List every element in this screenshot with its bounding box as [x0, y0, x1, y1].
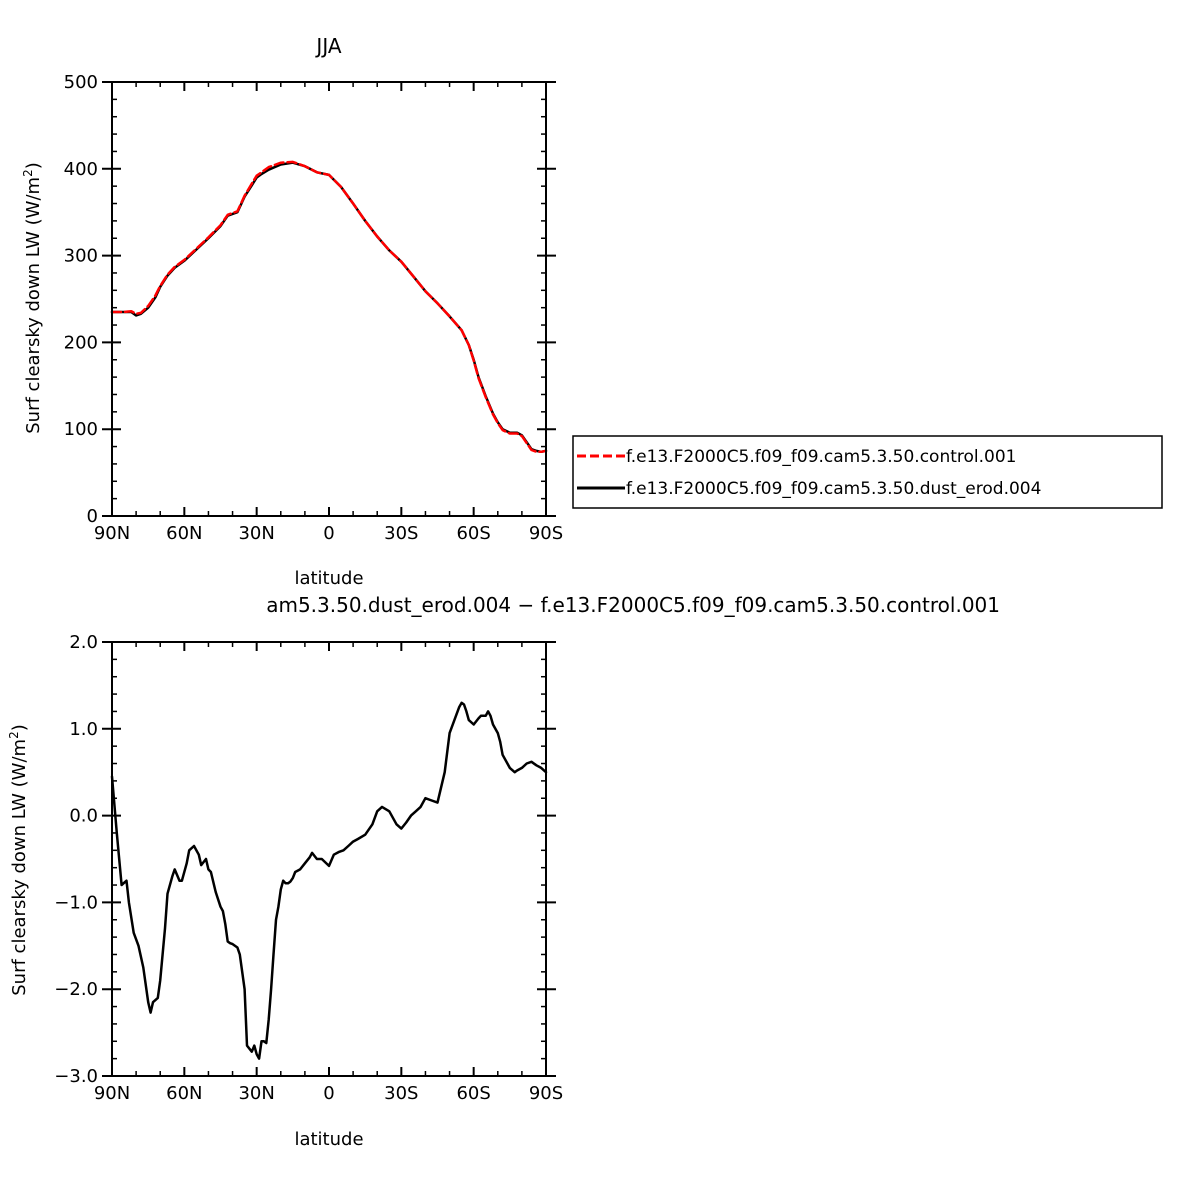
bottom-ytick-label: 2.0	[69, 632, 98, 653]
bottom-xtick-label: 90N	[94, 1083, 130, 1104]
bottom-xtick-label: 60N	[166, 1083, 202, 1104]
bottom-xtick-label: 60S	[456, 1083, 490, 1104]
bottom-ylabel-superscript: 2	[7, 731, 21, 739]
bottom-chart-title: am5.3.50.dust_erod.004 − f.e13.F2000C5.f…	[266, 593, 1000, 617]
top-chart-title: JJA	[314, 34, 341, 58]
bottom-chart-ylabel: Surf clearsky down LW (W/m2)	[7, 724, 30, 996]
bottom-series-line-difference	[110, 701, 548, 1060]
top-series-line-control	[110, 160, 548, 454]
top-plot-frame	[111, 81, 547, 517]
top-xtick-label: 60S	[456, 523, 490, 544]
bottom-ytick-label: −2.0	[54, 979, 98, 1000]
bottom-ytick-label: 0.0	[69, 806, 98, 827]
top-ylabel-end: )	[23, 162, 44, 169]
bottom-xtick-label: 0	[323, 1083, 334, 1104]
top-xtick-label: 90N	[94, 523, 130, 544]
top-ytick-label: 200	[64, 332, 98, 353]
top-ytick-label: 300	[64, 246, 98, 267]
top-xtick-label: 30S	[384, 523, 418, 544]
bottom-plot-frame	[111, 641, 547, 1077]
bottom-xtick-label: 90S	[529, 1083, 563, 1104]
top-ylabel-main: Surf clearsky down LW (W/m	[23, 177, 44, 434]
top-xtick-label: 30N	[238, 523, 274, 544]
bottom-ytick-label: −3.0	[54, 1066, 98, 1087]
bottom-chart-xlabel: latitude	[294, 1129, 363, 1150]
bottom-xtick-label: 30N	[238, 1083, 274, 1104]
legend-label-dust-erod: f.e13.F2000C5.f09_f09.cam5.3.50.dust_ero…	[626, 479, 1041, 499]
top-ytick-label: 400	[64, 159, 98, 180]
bottom-chart: am5.3.50.dust_erod.004 − f.e13.F2000C5.f…	[7, 593, 1000, 1150]
top-ytick-label: 500	[64, 72, 98, 93]
top-ylabel-superscript: 2	[21, 169, 35, 177]
legend-frame	[572, 435, 1163, 509]
top-chart-series	[110, 160, 548, 454]
bottom-ytick-label: −1.0	[54, 892, 98, 913]
bottom-ylabel-end: )	[9, 724, 30, 731]
top-chart-xlabel: latitude	[294, 568, 363, 589]
bottom-xtick-label: 30S	[384, 1083, 418, 1104]
bottom-chart-series	[110, 701, 548, 1060]
legend-label-control: f.e13.F2000C5.f09_f09.cam5.3.50.control.…	[626, 447, 1017, 467]
legend: f.e13.F2000C5.f09_f09.cam5.3.50.control.…	[572, 435, 1163, 509]
top-chart-ylabel: Surf clearsky down LW (W/m2)	[21, 162, 44, 434]
top-xtick-label: 60N	[166, 523, 202, 544]
top-xtick-label: 0	[323, 523, 334, 544]
top-chart-ticks: 90N 60N 30N 0 30S 60S 90S 0 100 200 300 400 500	[64, 72, 564, 544]
bottom-ytick-label: 1.0	[69, 719, 98, 740]
top-ytick-label: 0	[87, 506, 98, 527]
top-chart: JJA latitude Surf clearsky down LW (W/m2…	[21, 34, 563, 589]
bottom-ylabel-main: Surf clearsky down LW (W/m	[9, 739, 30, 996]
top-xtick-label: 90S	[529, 523, 563, 544]
top-ytick-label: 100	[64, 419, 98, 440]
